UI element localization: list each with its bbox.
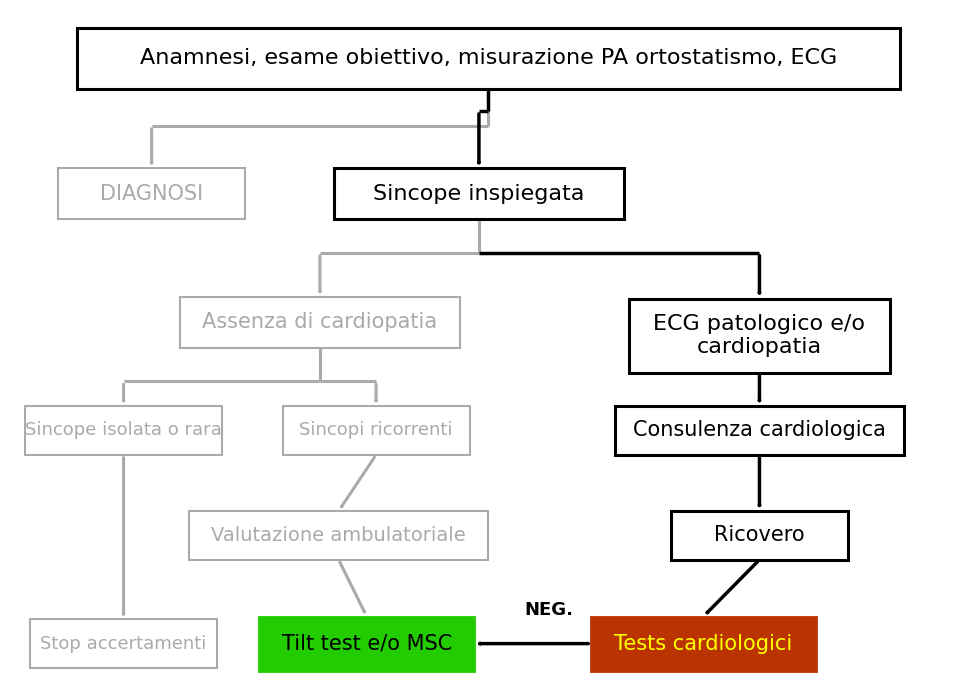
Text: Sincope isolata o rara: Sincope isolata o rara <box>25 421 222 440</box>
FancyBboxPatch shape <box>189 511 489 560</box>
Text: ECG patologico e/o
cardiopatia: ECG patologico e/o cardiopatia <box>654 314 866 358</box>
FancyBboxPatch shape <box>614 406 904 455</box>
FancyBboxPatch shape <box>629 299 890 373</box>
FancyBboxPatch shape <box>334 169 624 219</box>
Text: Valutazione ambulatoriale: Valutazione ambulatoriale <box>211 526 466 545</box>
FancyBboxPatch shape <box>25 406 222 455</box>
FancyBboxPatch shape <box>282 406 469 455</box>
Text: Stop accertamenti: Stop accertamenti <box>40 634 206 653</box>
FancyBboxPatch shape <box>671 511 849 560</box>
Text: DIAGNOSI: DIAGNOSI <box>100 184 204 203</box>
Text: Sincopi ricorrenti: Sincopi ricorrenti <box>300 421 453 440</box>
Text: Assenza di cardiopatia: Assenza di cardiopatia <box>203 312 438 332</box>
FancyBboxPatch shape <box>180 297 460 347</box>
FancyBboxPatch shape <box>591 616 816 671</box>
Text: Anamnesi, esame obiettivo, misurazione PA ortostatismo, ECG: Anamnesi, esame obiettivo, misurazione P… <box>139 49 837 68</box>
FancyBboxPatch shape <box>30 619 217 668</box>
Text: Tilt test e/o MSC: Tilt test e/o MSC <box>281 634 452 653</box>
Text: Consulenza cardiologica: Consulenza cardiologica <box>633 421 886 440</box>
Text: Tests cardiologici: Tests cardiologici <box>614 634 792 653</box>
Text: Ricovero: Ricovero <box>714 525 804 545</box>
FancyBboxPatch shape <box>259 616 474 671</box>
Text: NEG.: NEG. <box>524 601 573 619</box>
Text: Sincope inspiegata: Sincope inspiegata <box>373 184 585 203</box>
FancyBboxPatch shape <box>59 169 245 219</box>
FancyBboxPatch shape <box>77 28 900 89</box>
